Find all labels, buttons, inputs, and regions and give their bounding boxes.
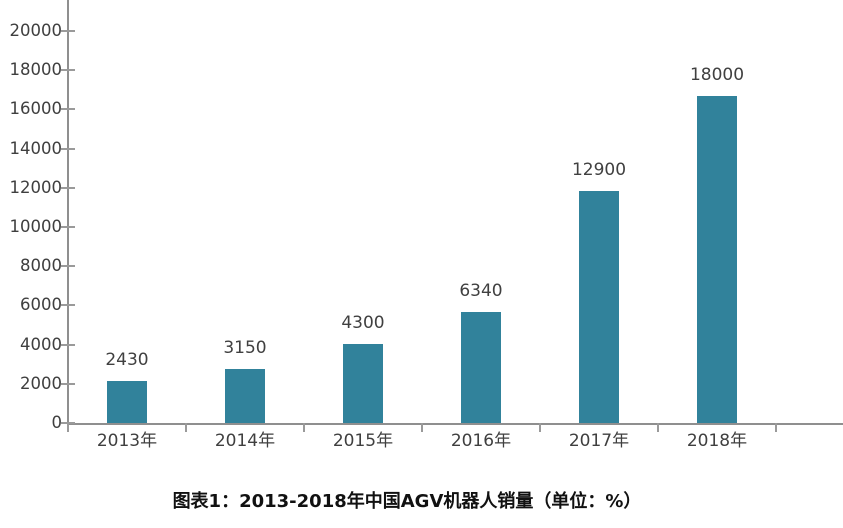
x-axis-category-label: 2013年 <box>96 431 158 451</box>
x-axis-line <box>67 423 843 425</box>
y-tick-label: 12000 <box>9 177 63 197</box>
bar-2017 <box>579 191 619 423</box>
bar-2014 <box>225 369 265 423</box>
y-tick-mark <box>61 382 75 385</box>
x-tick-mark <box>539 423 541 432</box>
x-axis-category-label: 2017年 <box>568 431 630 451</box>
y-tick-mark <box>61 69 75 72</box>
bar-2015 <box>343 344 383 423</box>
x-axis-category-label: 2018年 <box>686 431 748 451</box>
bar-value-label: 4300 <box>341 313 385 333</box>
y-tick-mark <box>61 343 75 346</box>
bar-2013 <box>107 381 147 423</box>
bar-2016 <box>461 312 501 423</box>
x-tick-mark <box>775 423 777 432</box>
y-axis-line <box>67 0 69 423</box>
y-tick-label: 8000 <box>20 256 62 276</box>
y-tick-label: 4000 <box>20 334 62 354</box>
x-tick-mark <box>67 423 69 432</box>
y-tick-label: 6000 <box>20 295 62 315</box>
y-tick-label: 0 <box>51 413 63 432</box>
x-tick-mark <box>185 423 187 432</box>
bar-value-label: 6340 <box>459 281 503 301</box>
bar-value-label: 2430 <box>105 350 149 370</box>
y-tick-label: 2000 <box>20 373 62 393</box>
x-tick-mark <box>303 423 305 432</box>
y-tick-label: 20000 <box>9 21 63 40</box>
y-tick-label: 14000 <box>9 138 63 158</box>
bar-2018 <box>697 96 737 423</box>
y-tick-mark <box>61 30 75 32</box>
y-tick-mark <box>61 147 75 150</box>
y-tick-label: 18000 <box>9 60 63 80</box>
chart-title: 图表1：2013-2018年中国AGV机器人销量（单位：%） <box>172 491 642 512</box>
y-tick-mark <box>61 108 75 111</box>
y-tick-mark <box>61 304 75 307</box>
x-axis-category-label: 2014年 <box>214 431 276 451</box>
y-tick-label: 10000 <box>9 217 63 236</box>
bar-value-label: 18000 <box>689 65 745 85</box>
y-tick-mark <box>61 186 75 189</box>
x-axis-category-label: 2015年 <box>332 431 394 451</box>
y-tick-mark <box>61 265 75 268</box>
x-tick-mark <box>421 423 423 432</box>
x-tick-mark <box>657 423 659 432</box>
y-tick-label: 16000 <box>9 99 63 119</box>
x-axis-category-label: 2016年 <box>450 431 512 451</box>
y-tick-mark <box>61 226 75 228</box>
bar-value-label: 12900 <box>571 160 627 180</box>
bar-value-label: 3150 <box>223 338 267 358</box>
